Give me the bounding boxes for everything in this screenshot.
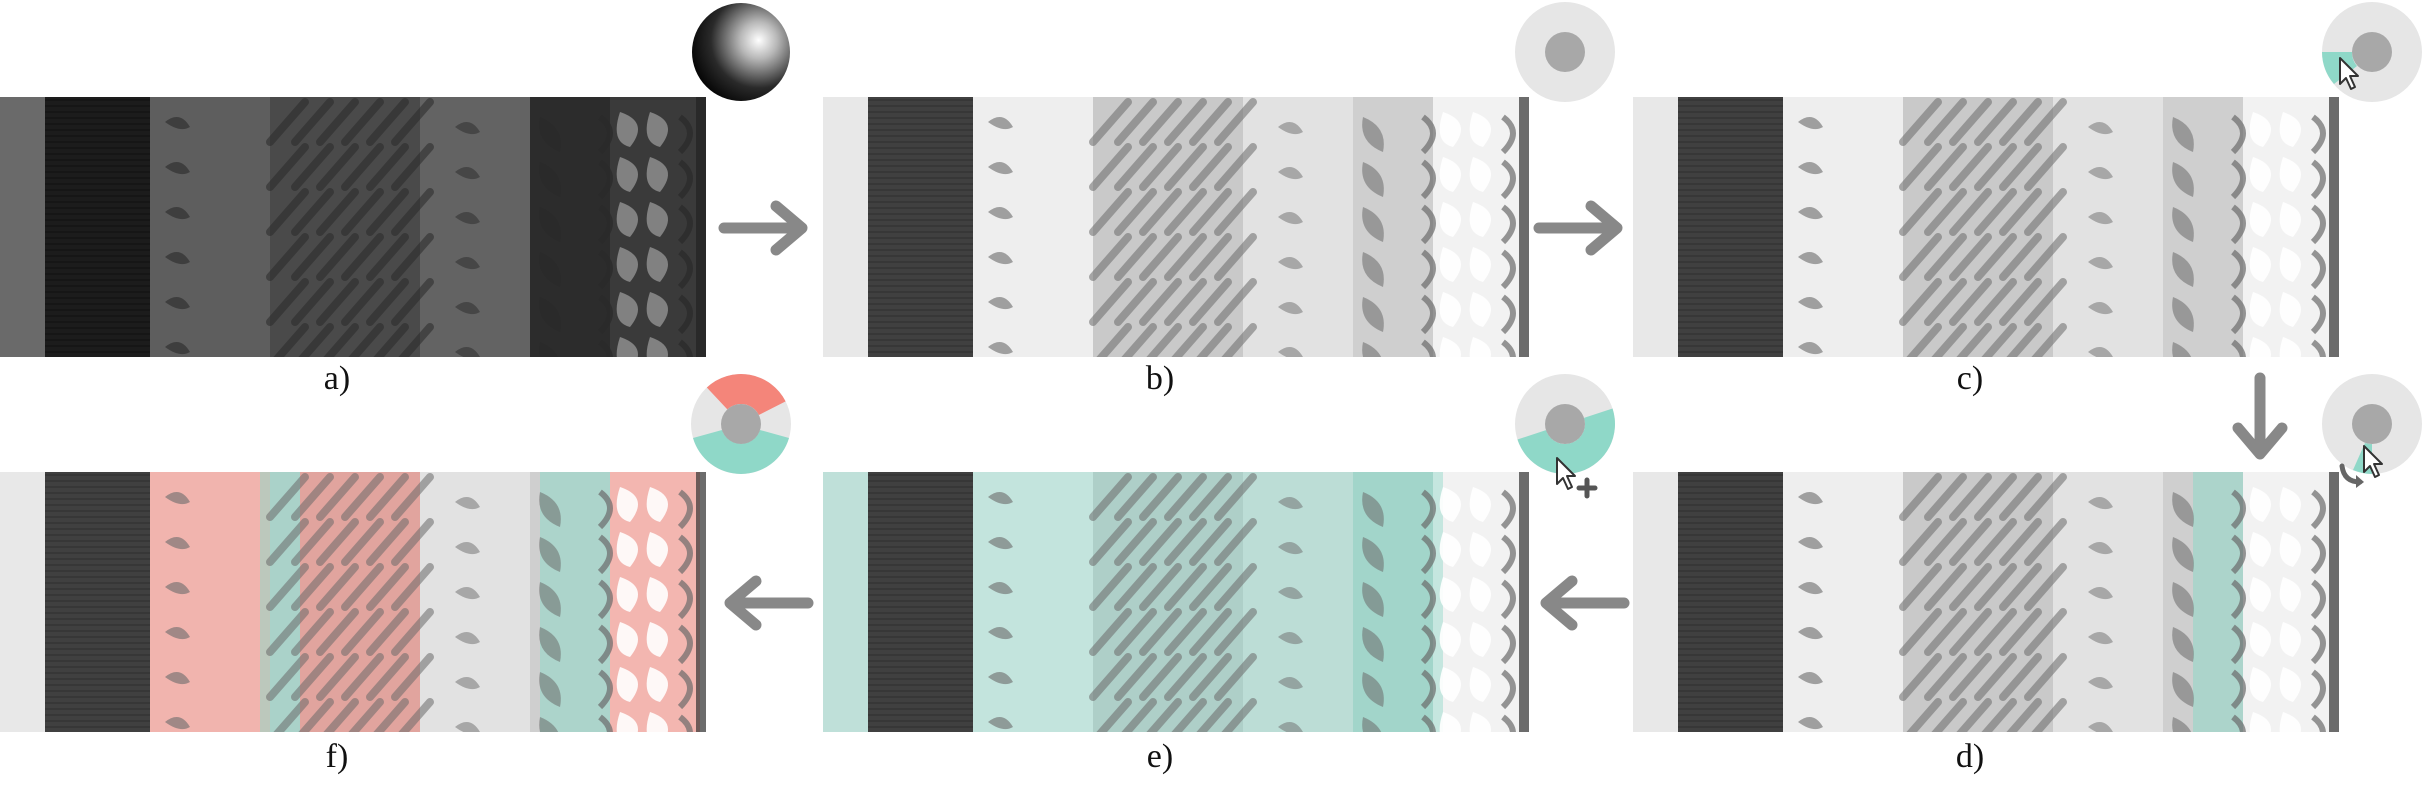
ring-rotate-icon[interactable] [2320,372,2424,496]
pointer-cursor-icon [2339,57,2359,90]
shaded-sphere-icon [692,3,790,101]
ring-selection-icon[interactable] [2320,0,2424,104]
ring-widget-icon[interactable] [1513,0,1617,104]
pointer-cursor-icon [2363,445,2383,478]
arrow-right-b-to-c [1533,200,1623,256]
pointer-plus-cursor-icon [1556,457,1576,490]
panel-label-f: f) [325,738,349,775]
arrow-right-a-to-b [718,200,808,256]
panel-label-a: a) [323,360,351,397]
panel-e-image [823,472,1529,732]
panel-f-image [0,472,706,732]
panel-b-image [823,97,1529,357]
ring-two-color-icon[interactable] [689,372,793,476]
ring-add-icon[interactable] [1513,372,1623,508]
arrow-left-e-to-f [724,575,814,631]
panel-a-image [0,97,706,357]
panel-d-image [1633,472,2339,732]
panel-label-b: b) [1145,360,1175,397]
panel-label-e: e) [1146,738,1174,775]
arrow-down-c-to-d [2232,372,2288,460]
panel-label-d: d) [1955,738,1985,775]
panel-c-image [1633,97,2339,357]
panel-label-c: c) [1956,360,1984,397]
arrow-left-d-to-e [1540,575,1630,631]
